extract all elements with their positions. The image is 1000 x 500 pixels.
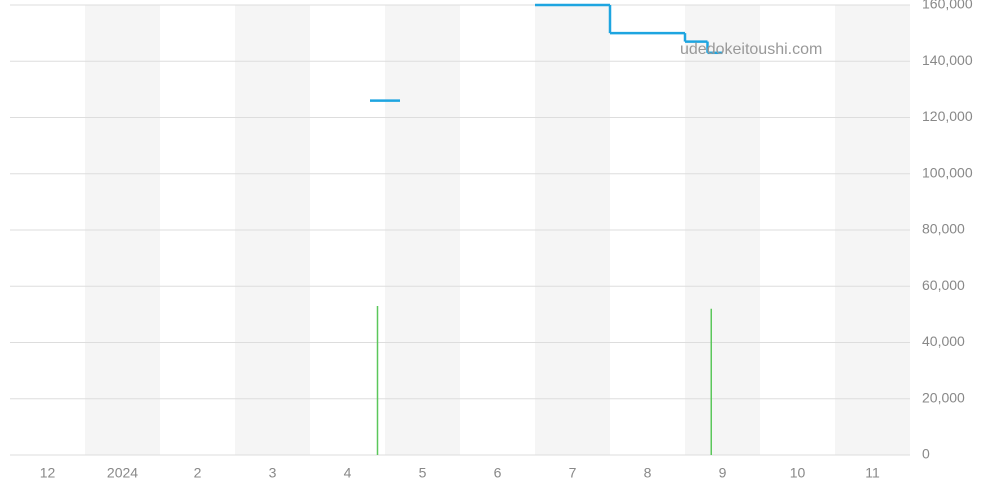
y-tick-label: 40,000 (922, 333, 965, 349)
x-tick-label: 6 (494, 464, 502, 480)
x-tick-label: 3 (269, 464, 277, 480)
price-chart: 0 20,000 40,000 60,000 80,000 100,000 120,000 1… (0, 0, 1000, 500)
x-tick-label: 2 (194, 464, 202, 480)
y-tick-label: 120,000 (922, 108, 973, 124)
y-tick-label: 20,000 (922, 389, 965, 405)
x-tick-label: 12 (40, 464, 56, 480)
y-tick-label: 100,000 (922, 164, 973, 180)
y-tick-label: 60,000 (922, 277, 965, 293)
x-tick-label: 9 (719, 464, 727, 480)
x-tick-label: 5 (419, 464, 427, 480)
x-tick-label: 10 (790, 464, 806, 480)
y-tick-label: 0 (922, 446, 930, 462)
watermark-text: udedokeitoushi.com (680, 41, 822, 58)
chart-svg: 0 20,000 40,000 60,000 80,000 100,000 120,000 1… (0, 0, 1000, 500)
x-tick-label: 8 (644, 464, 652, 480)
y-tick-label: 80,000 (922, 221, 965, 237)
x-tick-label: 7 (569, 464, 577, 480)
x-tick-label: 2024 (107, 464, 138, 480)
y-tick-label: 160,000 (922, 0, 973, 12)
x-tick-label: 11 (865, 464, 880, 480)
x-tick-label: 4 (344, 464, 352, 480)
y-tick-label: 140,000 (922, 52, 973, 68)
